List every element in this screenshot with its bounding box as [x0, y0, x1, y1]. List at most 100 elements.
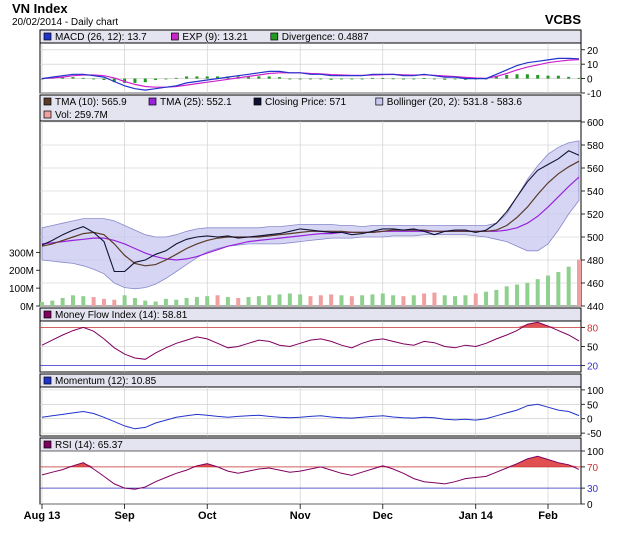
bollinger-band — [41, 140, 580, 290]
y-tick-label: 480 — [587, 256, 604, 267]
y-tick-label: 100 — [587, 386, 604, 397]
volume-bar — [184, 297, 189, 306]
legend-label: Divergence: 0.4887 — [282, 32, 369, 43]
legend-swatch — [43, 110, 52, 119]
x-tick-label: Feb — [538, 510, 558, 522]
panel-header-mfi — [39, 307, 582, 322]
vol-tick-label: 200M — [9, 266, 34, 277]
brand-label: VCBS — [545, 12, 581, 27]
volume-bar — [556, 272, 561, 306]
legend-label: Momentum (12): 10.85 — [55, 376, 157, 387]
divergence-bar — [123, 78, 127, 83]
volume-bar — [225, 297, 230, 306]
legend-label: EXP (9): 13.21 — [182, 32, 248, 43]
divergence-bar — [494, 76, 498, 79]
divergence-bar — [339, 78, 343, 80]
legend-swatch — [171, 32, 179, 41]
divergence-bar — [154, 78, 158, 81]
panel-header-momentum — [39, 373, 582, 388]
volume-bar — [515, 284, 520, 306]
volume-bar — [267, 295, 272, 306]
volume-bar — [153, 301, 158, 306]
volume-bar — [308, 296, 313, 306]
divergence-bar — [143, 78, 147, 83]
divergence-bar — [567, 76, 571, 79]
volume-bar — [360, 295, 365, 306]
y-tick-label: 560 — [587, 164, 604, 175]
legend-label: Money Flow Index (14): 58.81 — [55, 310, 188, 321]
vol-tick-label: 100M — [9, 284, 34, 295]
legend-label: TMA (25): 552.1 — [160, 97, 232, 108]
volume-bar — [411, 295, 416, 306]
divergence-bar — [288, 78, 292, 80]
divergence-bar — [267, 76, 271, 79]
y-tick-label: 520 — [587, 210, 604, 221]
volume-bar — [349, 296, 354, 306]
volume-bar — [236, 297, 241, 306]
overbought-area — [42, 456, 579, 467]
volume-bar — [132, 297, 137, 306]
divergence-bar — [360, 78, 364, 80]
y-tick-label: 580 — [587, 141, 604, 152]
volume-bar — [122, 295, 127, 306]
volume-bar — [143, 300, 148, 306]
volume-bar — [277, 294, 282, 306]
volume-bar — [391, 295, 396, 306]
macd-line — [41, 57, 580, 91]
volume-bar — [205, 296, 210, 306]
volume-bar — [70, 295, 75, 306]
chart-header: VN Index 20/02/2014 - Daily chart VCBS — [12, 1, 581, 28]
volume-bar — [60, 297, 65, 306]
chart-subtitle: 20/02/2014 - Daily chart — [12, 17, 118, 28]
volume-bar — [473, 293, 478, 306]
x-tick-label: Aug 13 — [24, 510, 61, 522]
volume-bar — [566, 266, 571, 306]
divergence-bar — [546, 75, 550, 79]
y-tick-label: 100 — [587, 447, 604, 458]
divergence-bar — [309, 78, 312, 80]
x-tick-label: Sep — [115, 510, 135, 522]
volume-bar — [546, 275, 551, 306]
y-tick-label: 50 — [587, 400, 599, 411]
volume-bar — [318, 295, 323, 306]
rsi-line — [41, 455, 580, 490]
volume-bar — [535, 279, 540, 306]
y-tick-label: 0 — [587, 75, 593, 86]
volume-bar — [174, 299, 179, 306]
divergence-bar — [247, 76, 251, 79]
legend-swatch — [43, 440, 52, 449]
volume-bar — [287, 293, 292, 306]
volume-bar — [463, 295, 468, 306]
divergence-bar — [81, 77, 85, 79]
divergence-bar — [319, 78, 323, 80]
divergence-bar — [61, 77, 65, 79]
legend-swatch — [253, 97, 262, 106]
divergence-bar — [412, 78, 416, 80]
divergence-bar — [525, 74, 529, 79]
volume-bar — [112, 299, 117, 306]
legend-label: RSI (14): 65.37 — [55, 440, 123, 451]
divergence-bar — [515, 74, 519, 79]
divergence-bar — [298, 78, 302, 80]
panel-rsi: RSI (14): 65.37 100 70 30 0 — [39, 437, 604, 511]
divergence-bar — [350, 78, 354, 80]
panel-macd: MACD (26, 12): 13.7 EXP (9): 13.21 Diverge… — [39, 29, 602, 100]
volume-bar — [370, 294, 375, 306]
volume-bar — [525, 282, 530, 306]
y-tick-label: 10 — [587, 60, 599, 71]
volume-bar — [504, 286, 509, 306]
divergence-bar — [329, 78, 333, 80]
legend-label: Vol: 259.7M — [55, 110, 108, 121]
overbought-area — [42, 322, 579, 328]
volume-bar — [453, 296, 458, 306]
x-tick-label: Dec — [373, 510, 393, 522]
divergence-bar — [195, 76, 199, 79]
panel-price: TMA (10): 565.9 TMA (25): 552.1 Closing Pr… — [9, 94, 604, 313]
divergence-bar — [205, 76, 209, 79]
y-tick-label: 50 — [587, 343, 599, 354]
volume-bar — [256, 296, 261, 306]
closing-price-line — [41, 150, 580, 273]
divergence-bar — [505, 74, 509, 79]
divergence-bar — [370, 77, 374, 79]
y-tick-label: 460 — [587, 279, 604, 290]
